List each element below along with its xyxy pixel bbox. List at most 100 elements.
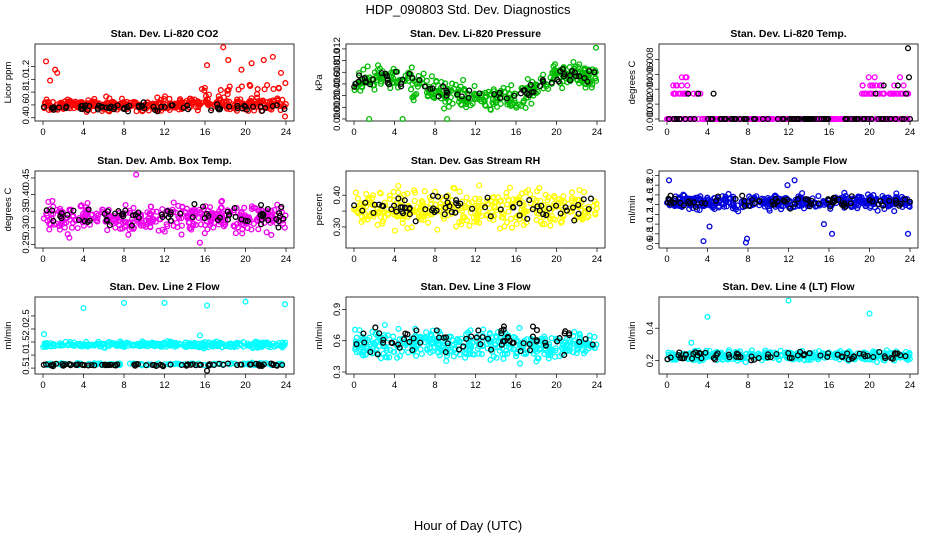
y-axis-label: degrees C [627,60,638,104]
reference-point [825,350,832,357]
reference-point [443,193,450,200]
sample-point [369,344,376,351]
sample-point [434,341,442,348]
reference-point [463,335,470,342]
sample-point [271,206,278,214]
x-tick-label: 20 [240,380,251,391]
y-tick-label: 0.006 [332,72,343,96]
sample-point [375,343,382,350]
reference-point [86,217,93,224]
sample-point [545,355,552,362]
sample-point [896,74,903,81]
reference-point [275,218,282,225]
reference-point [664,356,671,363]
sample-point [163,343,170,350]
sample-point [782,349,789,356]
sample-point [568,195,575,202]
sample-point [417,346,424,353]
x-tick-label: 20 [864,254,875,265]
sample-point [369,328,376,335]
sample-point [113,341,120,348]
reference-point [49,207,56,214]
sample-point [178,209,185,216]
sample-point [437,331,444,338]
reference-point [571,217,578,224]
reference-point [667,192,674,199]
x-tick-label: 16 [824,254,835,265]
x-tick-label: 8 [745,380,750,391]
y-axis-label: ml/min [3,322,14,350]
reference-point [484,335,492,342]
reference-point [75,361,82,368]
reference-point [901,115,908,123]
sample-point [807,356,814,363]
sample-point [493,334,500,341]
sample-point [356,327,363,334]
sample-point [501,223,508,230]
reference-point [741,202,748,209]
reference-point [705,115,712,123]
sample-point [582,84,589,91]
sample-point [263,340,270,347]
sample-point [568,189,576,196]
x-tick-label: 20 [551,254,562,265]
sample-point [41,342,48,349]
sample-point [375,62,382,69]
y-axis-label: ml/min [314,322,325,350]
reference-point [79,102,86,109]
sample-point [536,185,543,192]
sample-point [735,208,742,215]
sample-point [862,202,869,209]
sample-point [179,203,186,210]
sample-point [43,96,50,103]
sample-point [360,66,367,73]
sample-point [205,91,212,98]
sample-point [460,214,467,221]
sample-point [519,190,526,197]
y-tick-label: 0.4 [21,111,32,124]
reference-point [135,104,142,111]
sample-point [492,199,499,206]
sample-point [553,68,560,75]
sample-point [729,199,736,206]
sample-point [351,87,358,94]
x-tick-label: 16 [511,380,522,391]
reference-point [589,341,596,348]
sample-point [67,339,74,346]
reference-point [759,115,767,123]
reference-point [401,197,408,204]
sample-point [851,203,858,210]
y-tick-label: 1.2 [645,208,656,221]
sample-point [883,347,890,354]
reference-point [688,355,696,362]
sample-point [399,219,406,227]
reference-point [786,115,793,123]
reference-point [43,361,50,368]
reference-point [764,354,771,361]
sample-point [520,97,527,104]
reference-point [409,347,416,354]
sample-point [466,91,473,98]
reference-point [161,103,168,111]
sample-point [552,216,559,223]
x-tick-label: 4 [705,254,710,265]
sample-point [183,212,191,219]
sample-point [357,201,364,208]
x-tick-label: 12 [783,127,794,138]
reference-point [234,362,241,369]
y-tick-label: 0.6 [645,237,656,250]
sample-point [435,87,442,94]
sample-point [443,357,450,364]
reference-point [196,361,203,369]
sample-point [456,188,463,195]
sample-point [679,90,686,97]
sample-point [157,343,164,350]
sample-point [408,224,415,231]
sample-point [169,339,176,346]
sample-point [145,343,152,350]
reference-point [131,361,138,368]
reference-point [402,205,409,212]
sample-point [166,95,173,102]
sample-point [217,204,224,212]
